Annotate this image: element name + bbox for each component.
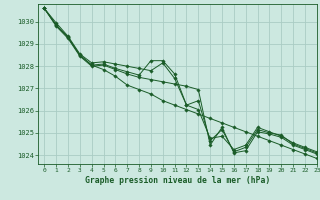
X-axis label: Graphe pression niveau de la mer (hPa): Graphe pression niveau de la mer (hPa) xyxy=(85,176,270,185)
